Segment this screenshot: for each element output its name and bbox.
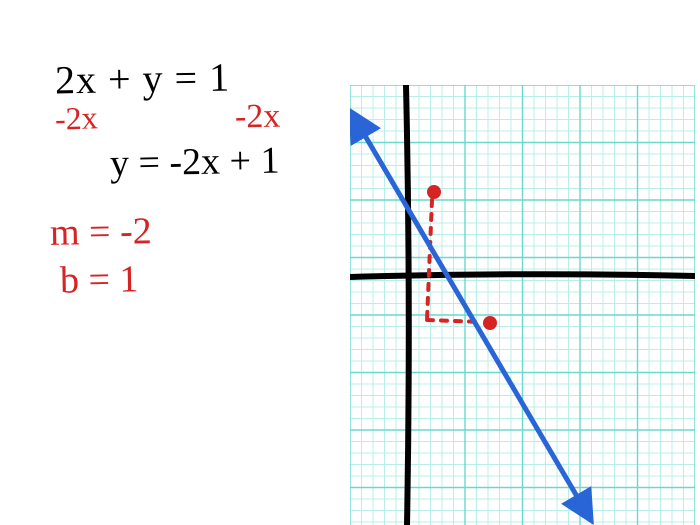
x-axis: [350, 274, 695, 277]
graph-line: [357, 122, 585, 510]
graph-panel: [0, 0, 700, 525]
y-axis: [406, 85, 409, 525]
grid-major: [350, 85, 695, 525]
rise-guide: [427, 200, 432, 320]
